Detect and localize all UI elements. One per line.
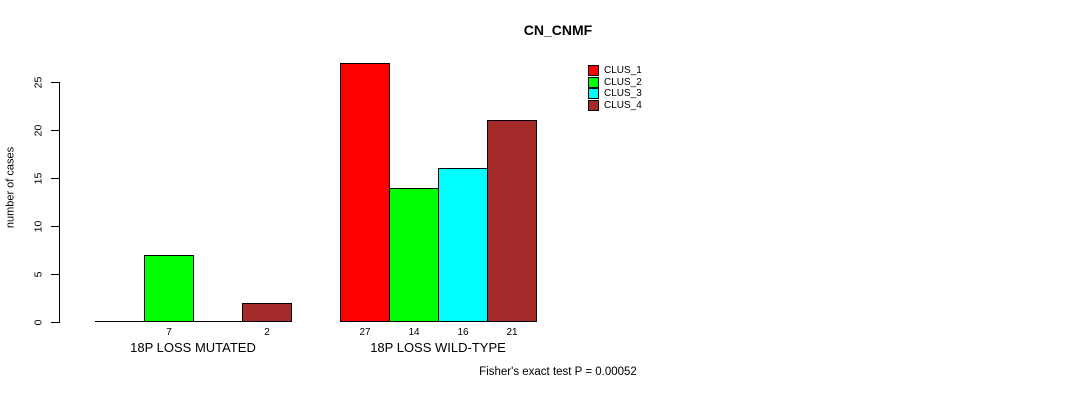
bar-clus_2-group2 [389, 187, 439, 322]
fisher-test-annotation: Fisher's exact test P = 0.00052 [479, 366, 637, 378]
y-axis-tick-label: 25 [32, 76, 45, 88]
y-axis-tick-label: 20 [32, 124, 45, 136]
bar-clus_1-group1-zero [95, 321, 145, 322]
y-axis-tick-label: 5 [32, 271, 45, 277]
legend-label-clus_3: CLUS_3 [604, 88, 642, 100]
bar-value-label: 16 [457, 327, 469, 338]
chart-title: CN_CNMF [523, 22, 593, 38]
legend-swatch-clus_1 [588, 65, 599, 76]
y-axis-tick-label: 10 [32, 220, 45, 232]
y-axis-tick [51, 129, 59, 131]
bar-clus_1-group2 [340, 62, 390, 322]
bar-clus_2-group1 [144, 254, 194, 322]
y-axis-tick-label: 15 [32, 172, 45, 184]
y-axis-label: number of cases [4, 146, 17, 229]
y-axis-tick [51, 321, 59, 323]
bar-value-label: 27 [359, 327, 371, 338]
bar-clus_3-group2 [438, 168, 488, 322]
bar-clus_3-group1-zero [193, 321, 243, 322]
y-axis-tick-label: 0 [32, 319, 45, 325]
category-label: 18P LOSS WILD-TYPE [370, 340, 506, 355]
legend-swatch-clus_4 [588, 100, 599, 112]
y-axis-tick [51, 273, 59, 275]
y-axis-tick [51, 225, 59, 227]
bar-value-label: 14 [408, 327, 420, 338]
y-axis-tick [51, 177, 59, 179]
y-axis-line [59, 82, 60, 323]
legend-label-clus_4: CLUS_4 [604, 100, 642, 112]
legend-swatch-clus_2 [588, 76, 599, 88]
category-label: 18P LOSS MUTATED [130, 340, 256, 355]
bar-clus_4-group2 [487, 120, 537, 322]
legend-label-clus_2: CLUS_2 [604, 76, 642, 88]
bar-value-label: 7 [166, 327, 172, 338]
bar-value-label: 21 [506, 327, 518, 338]
bar-clus_4-group1 [242, 302, 292, 322]
legend-label-clus_1: CLUS_1 [604, 65, 642, 76]
legend-swatch-clus_3 [588, 88, 599, 100]
y-axis-tick [51, 81, 59, 83]
bar-value-label: 2 [264, 327, 270, 338]
